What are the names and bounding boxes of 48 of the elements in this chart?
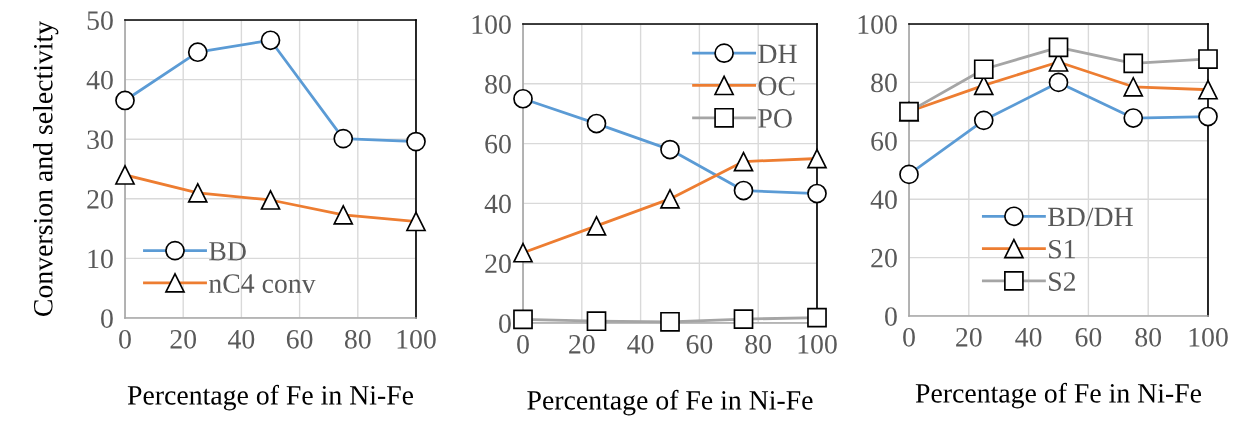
y-tick-label: 80 (871, 73, 897, 93)
x-tick-label: 100 (798, 334, 837, 354)
y-tick-label: 20 (871, 248, 897, 268)
x-tick-label: 100 (397, 329, 436, 349)
x-tick-label: 0 (119, 329, 131, 349)
x-axis-title: Percentage of Fe in Ni-Fe (527, 389, 813, 416)
x-tick-label: 80 (344, 329, 371, 349)
y-tick-label: 10 (88, 249, 113, 269)
x-tick-label: 40 (627, 334, 654, 354)
x-tick-label: 60 (1075, 327, 1102, 347)
x-tick-label: 20 (170, 329, 197, 349)
y-tick-label: 100 (858, 15, 897, 34)
x-tick-label: 40 (1015, 327, 1042, 347)
y-tick-label: 100 (472, 15, 511, 34)
x-axis-title: Percentage of Fe in Ni-Fe (915, 382, 1202, 409)
x-tick-label: 60 (286, 329, 313, 349)
y-tick-label: 0 (499, 314, 511, 333)
y-tick-label: 20 (485, 254, 511, 274)
x-tick-label: 20 (956, 327, 982, 347)
y-tick-label: 60 (871, 131, 897, 151)
legend-label: S2 (1049, 272, 1076, 291)
y-tick-label: 80 (485, 74, 511, 94)
y-tick-label: 40 (870, 190, 897, 210)
legend-label: nC4 conv (208, 274, 316, 293)
x-tick-label: 80 (745, 334, 772, 354)
x-tick-label: 40 (228, 329, 255, 349)
x-tick-label: 20 (569, 334, 595, 354)
legend-label: S1 (1049, 239, 1075, 259)
x-tick-label: 80 (1135, 327, 1162, 347)
legend-label: OC (758, 76, 795, 96)
y-axis-title: Conversion and selectivity (33, 20, 59, 316)
y-tick-label: 40 (86, 70, 113, 90)
y-tick-label: 0 (885, 307, 897, 326)
y-tick-label: 30 (87, 130, 113, 150)
legend-label: BD/DH (1048, 207, 1133, 227)
x-tick-label: 0 (517, 334, 529, 354)
y-tick-label: 40 (484, 194, 511, 214)
y-tick-label: 50 (87, 11, 113, 30)
y-tick-label: 0 (101, 309, 113, 328)
x-tick-label: 60 (686, 334, 713, 354)
x-tick-label: 0 (903, 327, 915, 347)
legend-label: PO (758, 109, 792, 128)
x-tick-label: 100 (1189, 327, 1228, 347)
x-axis-title: Percentage of Fe in Ni-Fe (127, 384, 414, 411)
y-tick-label: 20 (87, 189, 113, 209)
legend-label: DH (758, 44, 797, 63)
y-tick-label: 60 (485, 134, 511, 154)
legend-label: BD (209, 242, 246, 261)
